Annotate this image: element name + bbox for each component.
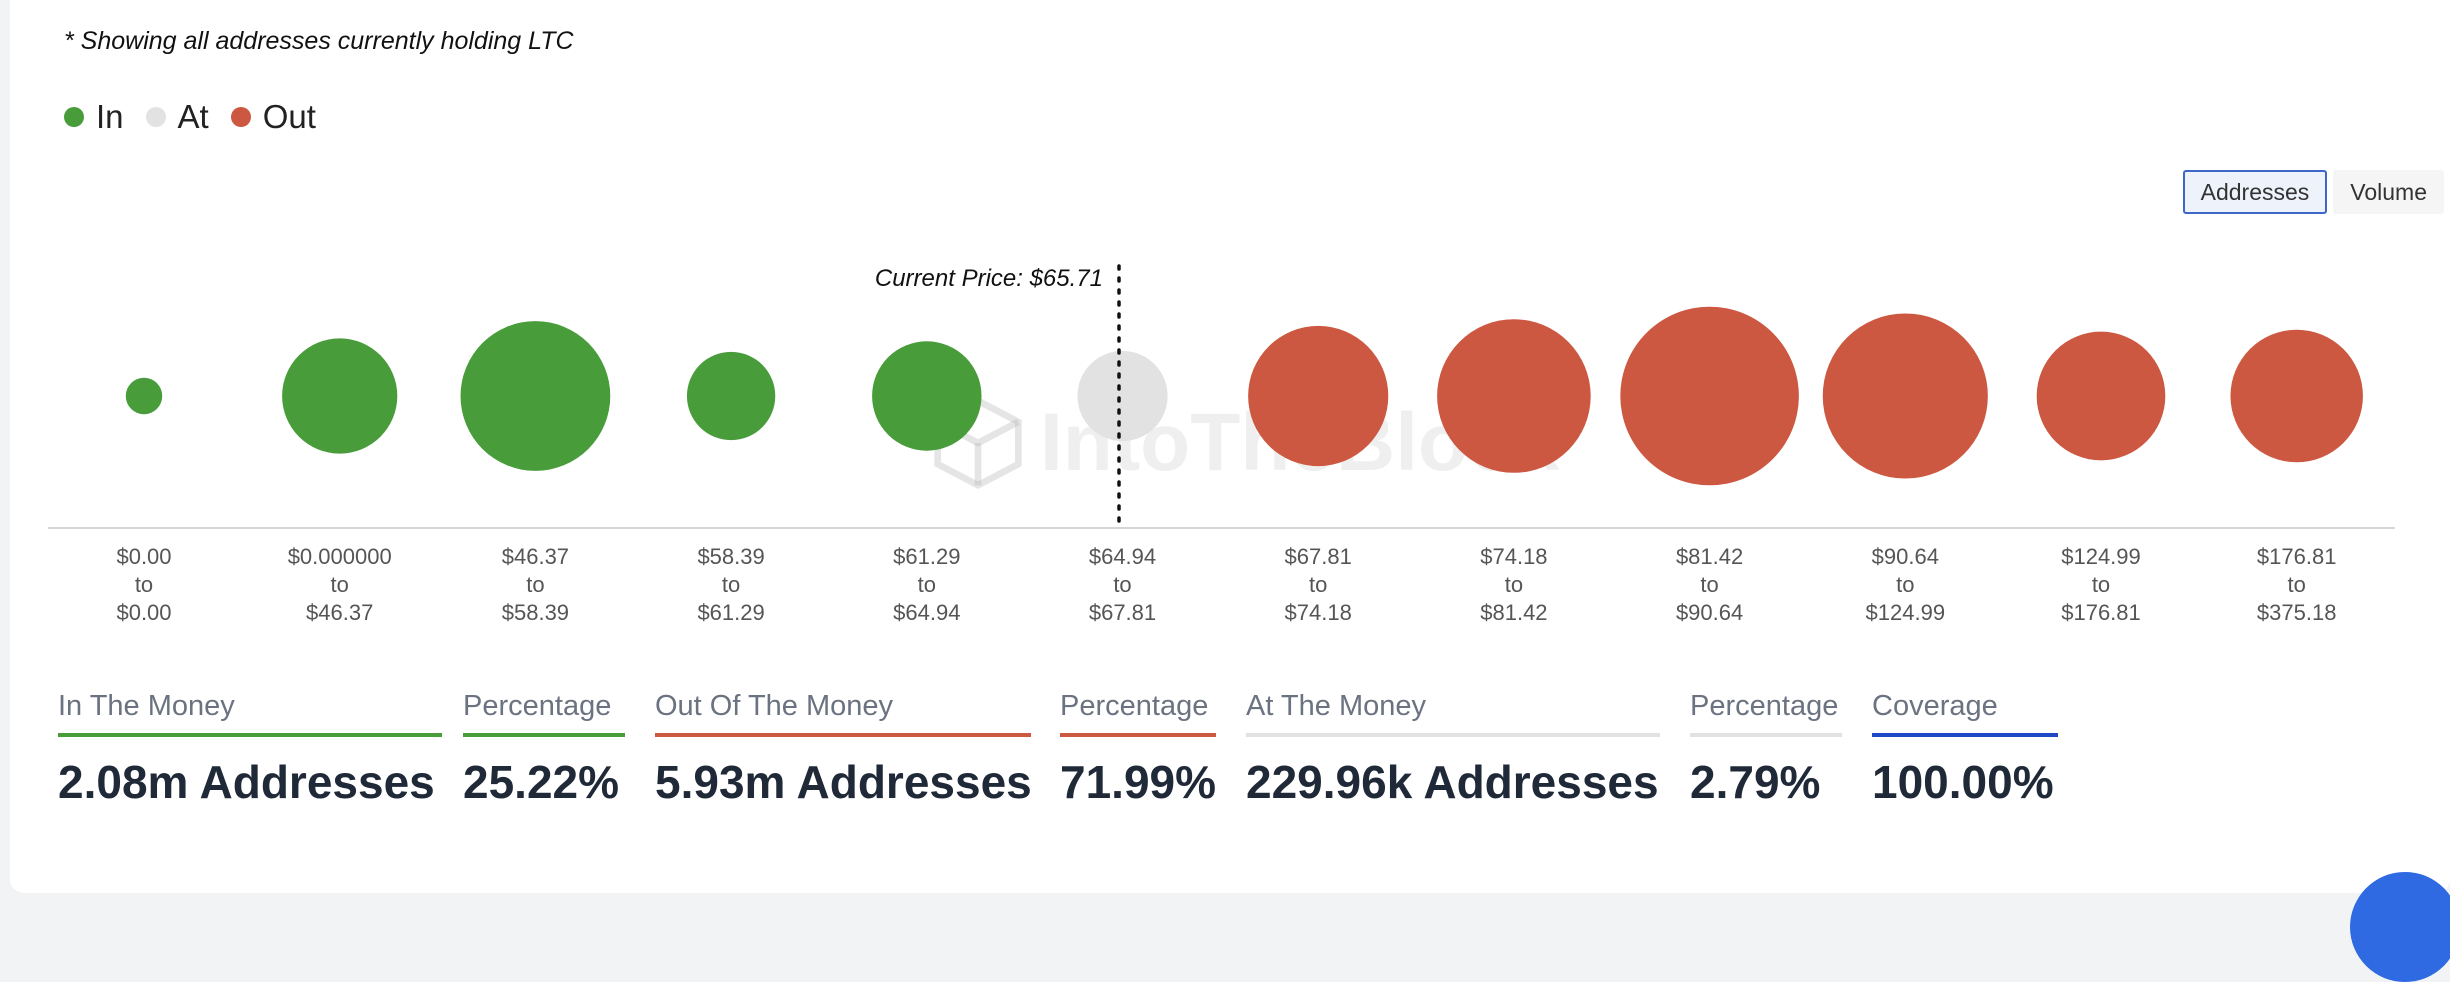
legend-dot-in xyxy=(64,107,84,127)
range-to-label: $46.37 xyxy=(306,600,373,625)
holding-note: * Showing all addresses currently holdin… xyxy=(64,27,574,55)
range-to-label: $67.81 xyxy=(1089,600,1156,625)
range-to-label: $81.42 xyxy=(1480,600,1547,625)
stat-value: 229.96k Addresses xyxy=(1246,756,1659,808)
range-to-label: $61.29 xyxy=(697,600,764,625)
stat-value: 25.22% xyxy=(463,756,620,808)
range-from-label: $61.29 xyxy=(893,544,960,569)
range-from-label: $64.94 xyxy=(1089,544,1156,569)
chart-legend: In At Out xyxy=(64,98,322,136)
stat-value: 2.08m Addresses xyxy=(58,756,435,808)
legend-label-at: At xyxy=(177,98,209,135)
stat-label: Coverage xyxy=(1872,690,1998,722)
legend-dot-at xyxy=(145,107,166,127)
range-to-word: to xyxy=(1309,572,1327,597)
bubble-in[interactable] xyxy=(282,338,398,454)
range-to-word: to xyxy=(1700,572,1718,597)
stat-underline xyxy=(1246,733,1660,737)
range-from-label: $74.18 xyxy=(1480,544,1547,569)
stat-label: Percentage xyxy=(1690,690,1839,722)
stat-label: Percentage xyxy=(1060,690,1209,722)
bubble-out[interactable] xyxy=(1620,306,1799,486)
stat-underline xyxy=(463,733,625,737)
range-to-word: to xyxy=(1113,572,1131,597)
range-to-word: to xyxy=(722,572,740,597)
stat-at-the-money: At The Money 229.96k Addresses xyxy=(1246,690,1660,809)
stat-value: 71.99% xyxy=(1060,756,1217,808)
bubble-in[interactable] xyxy=(686,351,776,441)
stat-coverage: Coverage 100.00% xyxy=(1872,690,2058,809)
stat-underline xyxy=(655,733,1031,737)
legend-item-at[interactable]: At xyxy=(145,98,209,136)
bubble-out[interactable] xyxy=(1822,313,1988,479)
legend-label-in: In xyxy=(96,98,124,135)
range-to-word: to xyxy=(526,572,544,597)
stat-underline xyxy=(1872,733,2058,737)
iomap-chart: $0.00 to $0.00 $0.000000 to $46.37 $46.37 to $58… xyxy=(48,264,2395,625)
range-to-word: to xyxy=(1896,572,1914,597)
range-to-label: $124.99 xyxy=(1866,600,1946,625)
range-to-word: to xyxy=(331,572,349,597)
legend-item-in[interactable]: In xyxy=(64,98,124,136)
range-to-word: to xyxy=(135,572,153,597)
bubble-in[interactable] xyxy=(125,377,163,415)
stat-label: At The Money xyxy=(1246,690,1427,722)
range-to-word: to xyxy=(2092,572,2110,597)
metric-toggle: Addresses Volume xyxy=(2182,170,2444,214)
stat-label: Percentage xyxy=(463,690,612,722)
stat-underline xyxy=(1060,733,1216,737)
range-from-label: $46.37 xyxy=(502,544,569,569)
range-from-label: $0.00 xyxy=(116,544,171,569)
bubble-in[interactable] xyxy=(872,341,982,451)
range-from-label: $176.81 xyxy=(2257,544,2337,569)
stat-percentage: Percentage 71.99% xyxy=(1060,690,1216,809)
range-to-word: to xyxy=(2288,572,2306,597)
iomap-card: * Showing all addresses currently holdin… xyxy=(10,0,2450,893)
addresses-button[interactable]: Addresses xyxy=(2182,170,2328,214)
stat-underline xyxy=(1690,733,1842,737)
range-to-label: $64.94 xyxy=(893,600,960,625)
stat-value: 5.93m Addresses xyxy=(655,756,1032,808)
stat-value: 2.79% xyxy=(1690,756,1821,808)
range-to-label: $375.18 xyxy=(2257,600,2337,625)
current-price-label: Current Price: $65.71 xyxy=(875,265,1103,292)
range-from-label: $58.39 xyxy=(697,544,764,569)
stat-in-the-money: In The Money 2.08m Addresses xyxy=(58,690,442,809)
legend-dot-out xyxy=(230,107,251,127)
range-to-label: $176.81 xyxy=(2061,600,2141,625)
range-from-label: $81.42 xyxy=(1676,544,1743,569)
bubble-out[interactable] xyxy=(2230,329,2363,463)
range-to-label: $74.18 xyxy=(1285,600,1352,625)
range-from-label: $90.64 xyxy=(1872,544,1939,569)
legend-label-out: Out xyxy=(262,98,316,135)
stat-value: 100.00% xyxy=(1872,756,2054,808)
legend-item-out[interactable]: Out xyxy=(230,98,316,136)
stat-label: In The Money xyxy=(58,690,235,722)
volume-button[interactable]: Volume xyxy=(2333,170,2444,214)
stat-percentage: Percentage 2.79% xyxy=(1690,690,1842,809)
bubble-out[interactable] xyxy=(2036,331,2166,461)
range-from-label: $124.99 xyxy=(2061,544,2141,569)
bubble-out[interactable] xyxy=(1248,325,1389,467)
stat-percentage: Percentage 25.22% xyxy=(463,690,625,809)
range-to-label: $58.39 xyxy=(502,600,569,625)
stat-label: Out Of The Money xyxy=(655,690,894,722)
range-to-label: $0.00 xyxy=(116,600,171,625)
bubble-at[interactable] xyxy=(1077,350,1168,442)
range-from-label: $0.000000 xyxy=(288,544,392,569)
bubble-out[interactable] xyxy=(1437,319,1591,473)
range-to-word: to xyxy=(1505,572,1523,597)
bubble-in[interactable] xyxy=(460,321,611,471)
range-to-word: to xyxy=(918,572,936,597)
help-fab-button[interactable] xyxy=(2350,872,2450,982)
stat-out-of-the-money: Out Of The Money 5.93m Addresses xyxy=(655,690,1032,809)
range-from-label: $67.81 xyxy=(1285,544,1352,569)
range-to-label: $90.64 xyxy=(1676,600,1743,625)
stat-underline xyxy=(58,733,442,737)
